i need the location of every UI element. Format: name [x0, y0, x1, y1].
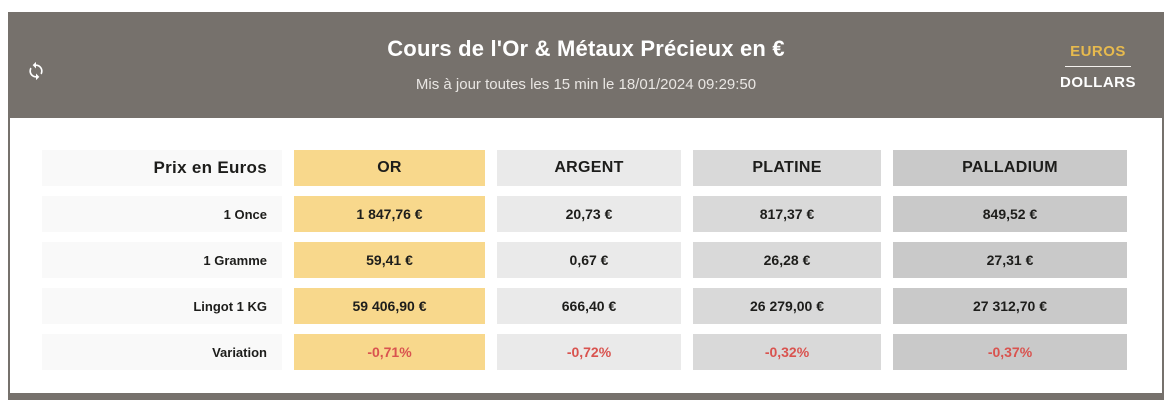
cell-palladium-once: 849,52 € — [893, 196, 1127, 232]
cell-palladium-variation: -0,37% — [893, 334, 1127, 370]
cell-or-gramme: 59,41 € — [294, 242, 485, 278]
cell-platine-variation: -0,32% — [693, 334, 881, 370]
cell-argent-gramme: 0,67 € — [497, 242, 681, 278]
widget-header: Cours de l'Or & Métaux Précieux en € Mis… — [10, 12, 1162, 118]
cell-palladium-gramme: 27,31 € — [893, 242, 1127, 278]
cell-argent-lingot: 666,40 € — [497, 288, 681, 324]
cell-platine-lingot: 26 279,00 € — [693, 288, 881, 324]
gold-prices-widget: Cours de l'Or & Métaux Précieux en € Mis… — [8, 12, 1164, 400]
update-timestamp: Mis à jour toutes les 15 min le 18/01/20… — [415, 76, 757, 93]
column-header-argent: ARGENT — [497, 150, 681, 186]
footer-bar — [10, 393, 1162, 400]
cell-argent-once: 20,73 € — [497, 196, 681, 232]
toggle-divider — [1065, 66, 1131, 67]
refresh-icon — [26, 61, 46, 84]
refresh-button[interactable] — [24, 59, 48, 83]
cell-platine-once: 817,37 € — [693, 196, 881, 232]
cell-or-lingot: 59 406,90 € — [294, 288, 485, 324]
cell-or-variation: -0,71% — [294, 334, 485, 370]
widget-title: Cours de l'Or & Métaux Précieux en € — [387, 36, 785, 61]
header-titles: Cours de l'Or & Métaux Précieux en € Mis… — [10, 12, 1162, 93]
cell-argent-variation: -0,72% — [497, 334, 681, 370]
column-header-or: OR — [294, 150, 485, 186]
cell-or-once: 1 847,76 € — [294, 196, 485, 232]
currency-option-dollars[interactable]: DOLLARS — [1060, 74, 1136, 91]
prices-table: Prix en Euros OR ARGENT PLATINE PALLADIU… — [10, 118, 1162, 393]
corner-header: Prix en Euros — [42, 150, 282, 186]
column-header-palladium: PALLADIUM — [893, 150, 1127, 186]
cell-palladium-lingot: 27 312,70 € — [893, 288, 1127, 324]
column-header-platine: PLATINE — [693, 150, 881, 186]
cell-platine-gramme: 26,28 € — [693, 242, 881, 278]
currency-option-euros[interactable]: EUROS — [1070, 43, 1126, 60]
row-label-once: 1 Once — [42, 196, 282, 232]
currency-toggle: EUROS DOLLARS — [1056, 43, 1140, 91]
row-label-gramme: 1 Gramme — [42, 242, 282, 278]
row-label-variation: Variation — [42, 334, 282, 370]
row-label-lingot: Lingot 1 KG — [42, 288, 282, 324]
